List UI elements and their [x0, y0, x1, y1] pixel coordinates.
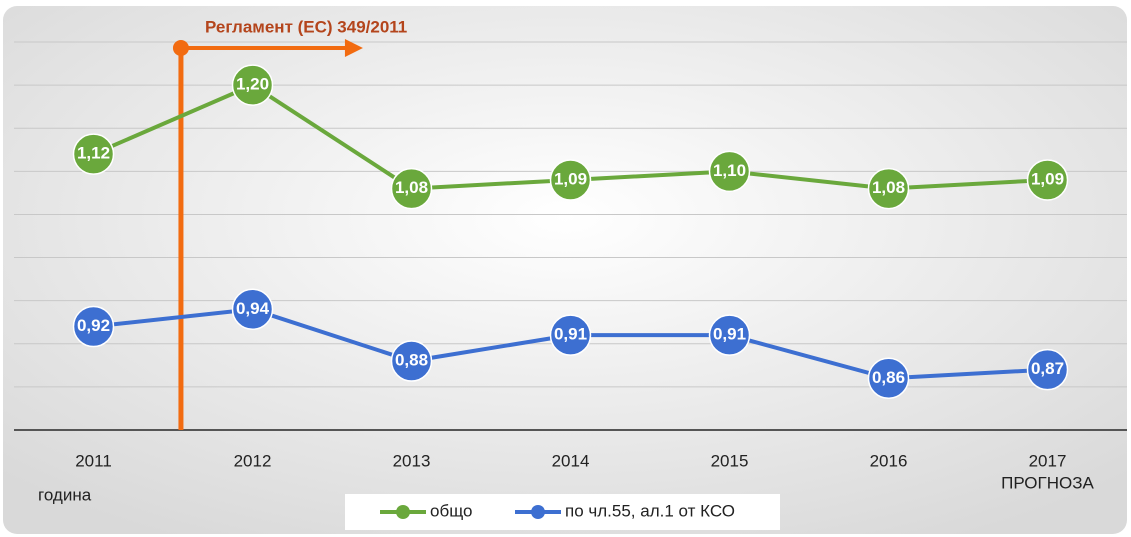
legend-label: по чл.55, ал.1 от КСО [565, 501, 735, 520]
data-label: 0,94 [236, 299, 270, 318]
data-point [231, 64, 274, 106]
data-point [1026, 159, 1069, 201]
legend-dot [531, 505, 545, 519]
data-point [708, 150, 751, 193]
data-point [390, 340, 433, 382]
legend-dot [396, 505, 410, 519]
data-label: 1,12 [77, 144, 110, 163]
x-tick-label: 2015 [711, 451, 749, 470]
data-label: 0,91 [554, 325, 587, 344]
data-label: 0,92 [77, 316, 110, 335]
plot-background [3, 6, 1127, 534]
data-point [708, 314, 751, 356]
data-point [72, 133, 115, 175]
data-label: 1,09 [554, 169, 587, 188]
x-tick-note: ПРОГНОЗА [1001, 473, 1094, 492]
data-point [1026, 348, 1069, 391]
annotation-arrowhead [344, 39, 363, 57]
x-tick-label: 2016 [870, 451, 908, 470]
x-tick-label: 2012 [234, 451, 272, 470]
x-tick-label: 2017 [1029, 451, 1067, 470]
data-label: 1,20 [236, 75, 269, 94]
x-tick-label: 2013 [393, 451, 431, 470]
data-point [549, 314, 592, 356]
data-point [390, 167, 433, 210]
data-point [867, 357, 910, 400]
data-label: 1,08 [395, 178, 428, 197]
annotation-dot [172, 40, 189, 56]
data-label: 0,86 [872, 368, 905, 387]
data-point [72, 305, 115, 348]
data-label: 1,10 [713, 161, 746, 180]
x-tick-label: 2014 [552, 451, 590, 470]
x-axis-label: година [38, 485, 92, 504]
x-tick-label: 2011 [75, 451, 112, 470]
legend-label: общо [430, 501, 472, 520]
annotation: Регламент (ЕС) 349/2011 [205, 17, 407, 36]
data-label: 0,87 [1031, 359, 1064, 378]
data-label: 1,09 [1031, 169, 1064, 188]
data-label: 0,88 [395, 351, 428, 370]
data-label: 1,08 [872, 178, 905, 197]
data-label: 0,91 [713, 325, 746, 344]
data-point [867, 167, 910, 210]
data-point [549, 159, 592, 201]
data-point [231, 288, 274, 331]
